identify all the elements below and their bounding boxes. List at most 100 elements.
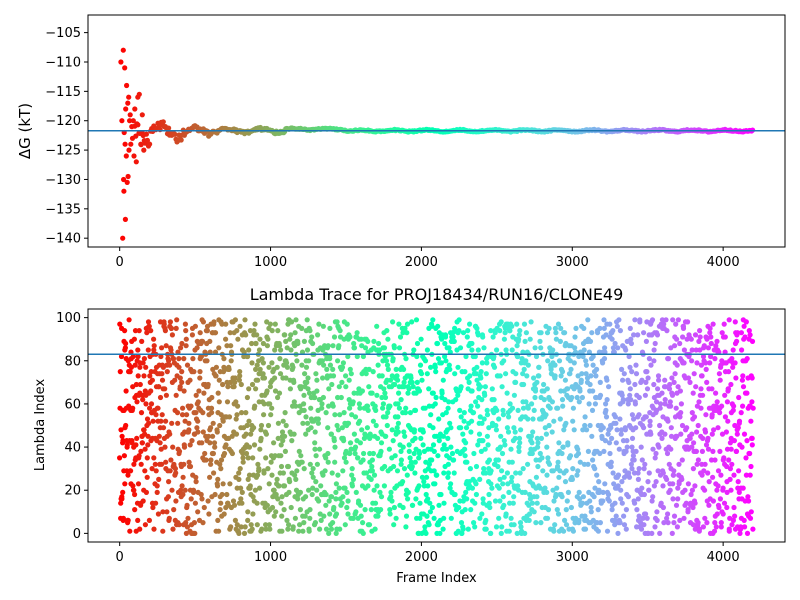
lambda-point [323, 502, 329, 508]
lambda-point [205, 381, 211, 388]
delta-g-x-tick-label: 2000 [405, 255, 438, 270]
lambda-point [654, 332, 661, 338]
lambda-point [443, 410, 449, 416]
lambda-point [237, 466, 243, 472]
lambda-point [475, 442, 481, 448]
lambda-point [313, 479, 319, 485]
lambda-point [131, 336, 137, 342]
lambda-point [601, 317, 607, 323]
lambda-point [326, 403, 332, 409]
lambda-point [528, 319, 534, 325]
lambda-point [249, 340, 255, 347]
lambda-point [389, 498, 395, 504]
lambda-point [581, 325, 587, 331]
lambda-point [483, 470, 489, 476]
lambda-point [479, 511, 485, 517]
lambda-point [525, 461, 531, 467]
lambda-point [351, 431, 357, 437]
delta-g-point [120, 47, 126, 53]
delta-g-point [160, 119, 166, 125]
lambda-point [633, 448, 639, 454]
lambda-point [587, 498, 593, 504]
lambda-point [542, 425, 548, 431]
lambda-point [685, 319, 691, 325]
lambda-point [570, 466, 576, 472]
lambda-point [468, 429, 474, 435]
delta-g-point [133, 159, 139, 165]
lambda-point [140, 360, 146, 366]
lambda-point [645, 479, 651, 485]
lambda-point [662, 384, 669, 390]
lambda-point [710, 498, 717, 504]
lambda-point [671, 468, 677, 474]
lambda-point [224, 343, 230, 349]
lambda-point [529, 401, 535, 407]
lambda-point [726, 457, 732, 463]
delta-g-point [120, 235, 126, 241]
lambda-point [202, 450, 208, 457]
lambda-point [243, 410, 249, 416]
lambda-point [132, 328, 139, 334]
lambda-point [406, 442, 412, 448]
lambda-point [378, 440, 385, 446]
lambda-point [543, 412, 549, 418]
lambda-point [427, 509, 433, 515]
lambda-point [316, 498, 322, 504]
lambda-point [244, 422, 250, 429]
lambda-point [159, 345, 165, 351]
lambda-point [469, 418, 475, 424]
lambda-point [306, 528, 312, 534]
lambda-point [192, 323, 198, 329]
lambda-point [264, 388, 270, 394]
lambda-point [390, 438, 396, 444]
lambda-point [482, 446, 488, 452]
lambda-point [705, 345, 712, 351]
lambda-point [254, 500, 260, 506]
lambda-point [597, 392, 604, 398]
lambda-point [544, 515, 551, 521]
lambda-point [521, 381, 527, 388]
lambda-point [681, 515, 687, 521]
lambda-point [517, 520, 524, 526]
lambda-point [305, 386, 311, 392]
lambda-point [433, 369, 439, 375]
lambda-point [667, 487, 673, 493]
delta-g-point [125, 173, 131, 180]
lambda-point [335, 358, 341, 364]
lambda-point [412, 459, 418, 465]
lambda-point [597, 520, 604, 526]
lambda-point [689, 347, 695, 353]
lambda-point [656, 444, 662, 450]
lambda-point [426, 403, 432, 409]
lambda-point [230, 498, 237, 504]
lambda-point [546, 325, 552, 331]
lambda-point [698, 386, 704, 392]
lambda-point [297, 507, 303, 513]
lambda-point [738, 524, 744, 530]
lambda-point [486, 500, 492, 506]
lambda-point [517, 470, 523, 476]
lambda-point [295, 340, 301, 347]
lambda-point [555, 511, 562, 517]
lambda-point [192, 530, 198, 537]
lambda-point [738, 410, 744, 416]
lambda-point [216, 399, 222, 405]
lambda-point [180, 405, 186, 411]
lambda-point [730, 364, 736, 370]
lambda-point [369, 390, 375, 396]
lambda-point [302, 513, 308, 519]
lambda-point [432, 481, 438, 487]
lambda-point [702, 487, 708, 493]
lambda-point [249, 360, 255, 366]
lambda-point [231, 384, 237, 390]
lambda-point [508, 479, 514, 485]
lambda-point [392, 381, 398, 388]
lambda-point [183, 343, 189, 349]
lambda-point [435, 323, 441, 329]
lambda-point [715, 425, 721, 431]
lambda-point [176, 364, 182, 370]
lambda-point [181, 444, 188, 450]
lambda-point [403, 524, 409, 530]
lambda-point [351, 340, 357, 347]
lambda-point [680, 334, 686, 340]
